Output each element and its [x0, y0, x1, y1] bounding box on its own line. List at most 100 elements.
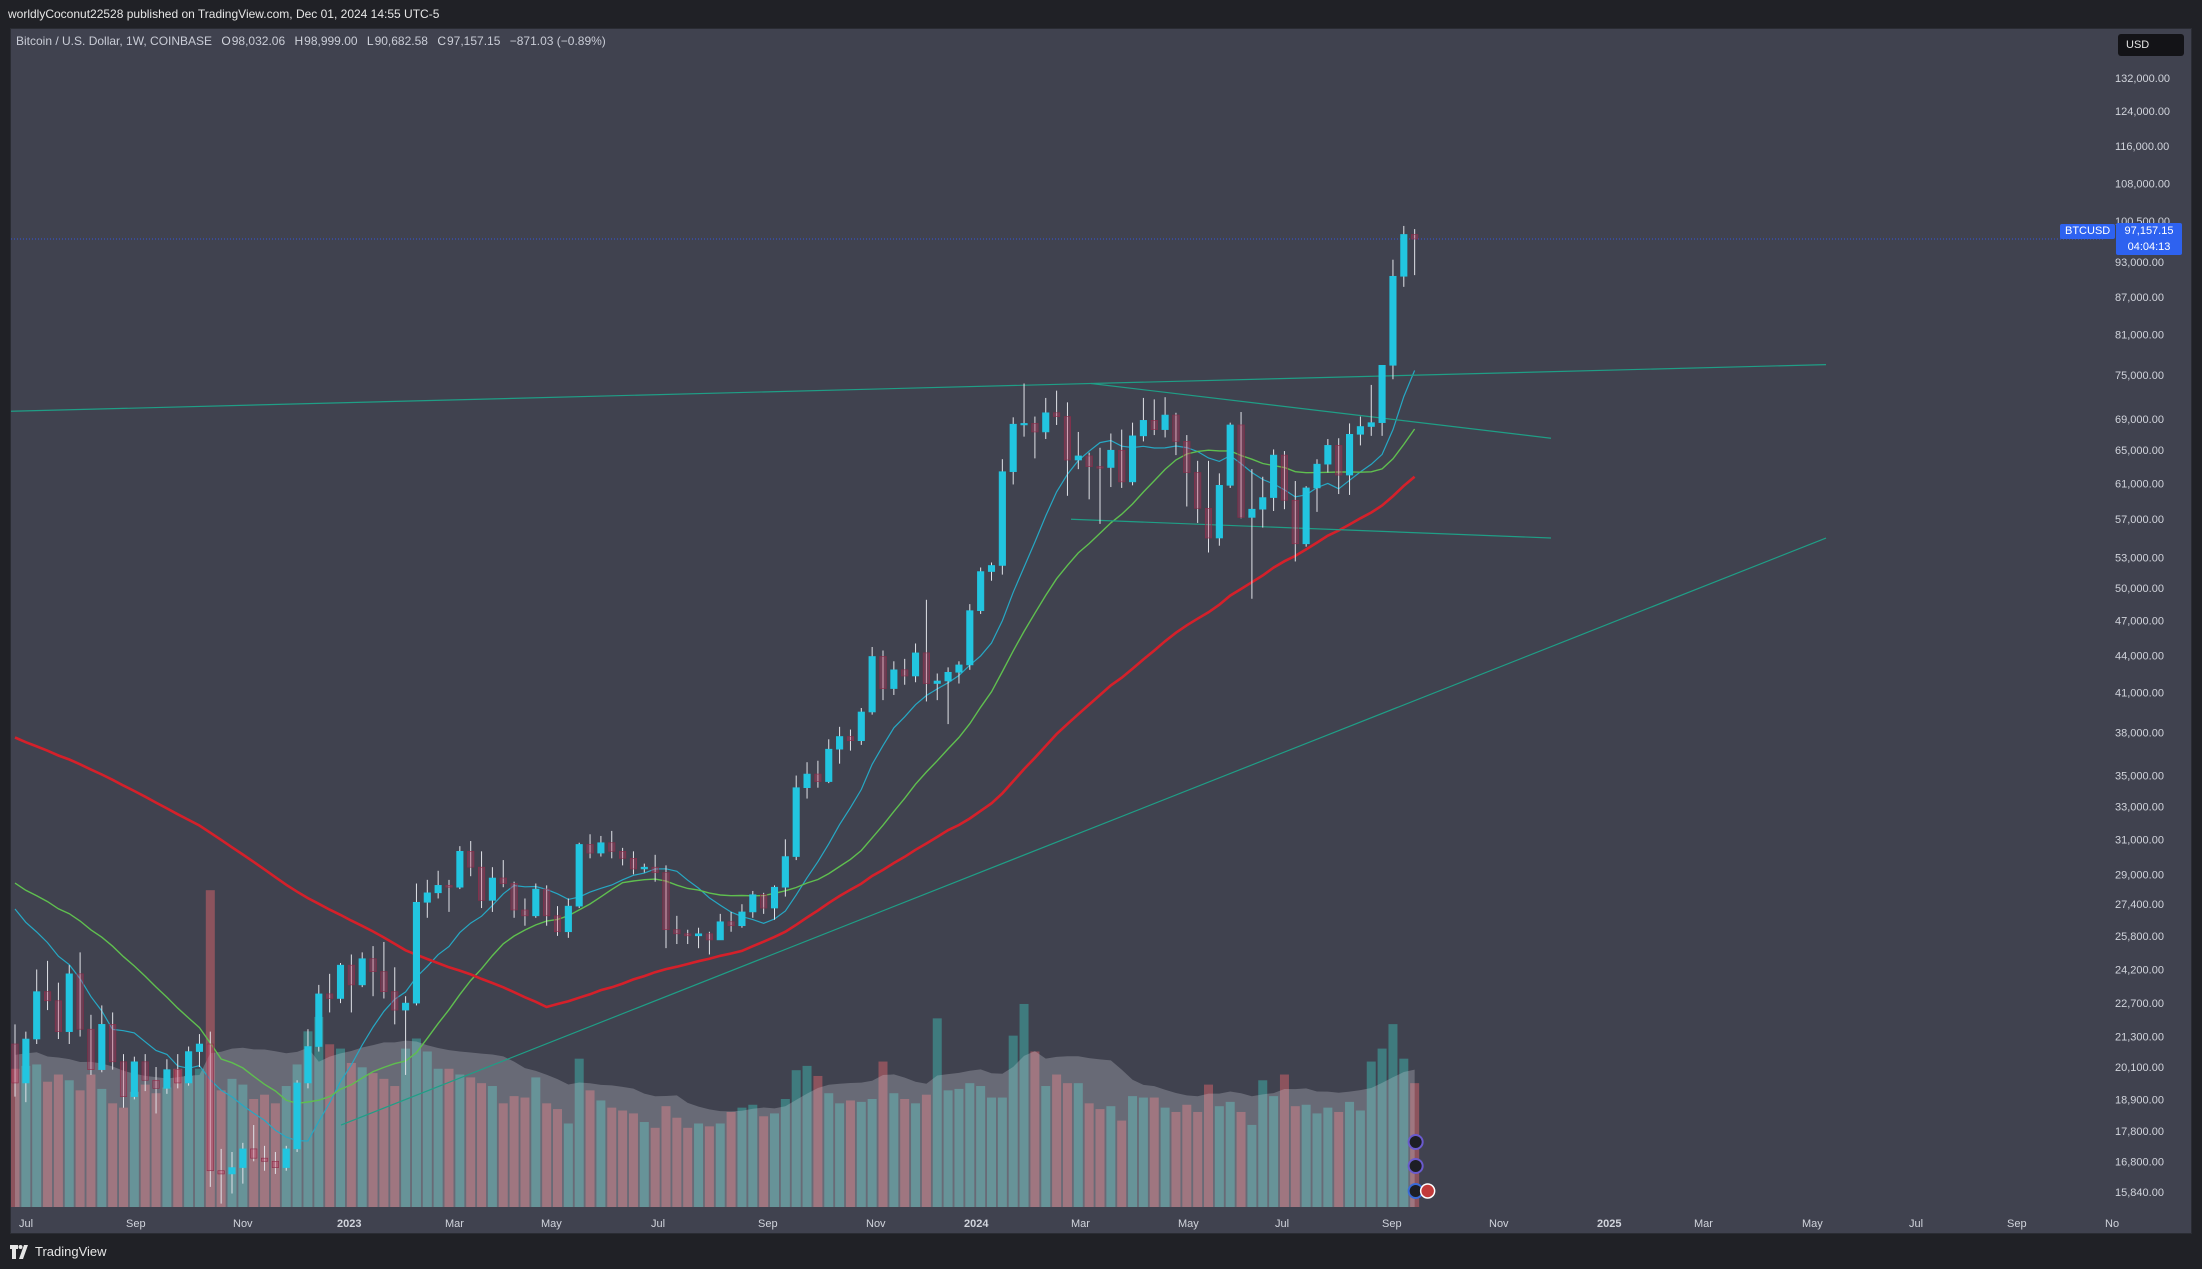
candle — [467, 841, 475, 877]
candle-body — [1161, 414, 1169, 430]
candles[interactable] — [11, 225, 1419, 1204]
volume-bar — [129, 1091, 139, 1207]
volume-bar — [1095, 1109, 1105, 1207]
price-tick-label: 47,000.00 — [2115, 616, 2164, 628]
volume-bar — [1062, 1083, 1072, 1207]
low-label: L — [366, 34, 374, 48]
candle — [1009, 417, 1017, 485]
candle-body — [185, 1051, 193, 1084]
volume-bar — [1160, 1107, 1170, 1207]
candle-body — [619, 851, 627, 859]
candle-body — [553, 915, 562, 933]
volume-bar — [856, 1101, 866, 1207]
price-axis[interactable]: 132,000.00 124,000.00 116,000.00 108,000.00… — [2107, 29, 2191, 1233]
volume-bar — [173, 1068, 183, 1207]
candle — [792, 775, 800, 861]
volume-bar — [737, 1107, 747, 1207]
candle-body — [109, 1024, 117, 1063]
candle — [781, 839, 789, 897]
price-tick-label: 124,000.00 — [2115, 106, 2170, 118]
volume-bar — [661, 1106, 671, 1207]
volume-bar — [64, 1080, 74, 1207]
candle — [586, 834, 594, 859]
volume-bar — [368, 1073, 378, 1207]
candle — [1074, 431, 1082, 470]
open-label: O — [221, 34, 231, 48]
time-tick-label: Nov — [1489, 1218, 1509, 1230]
volume-bar — [140, 1084, 150, 1207]
volume-bar — [498, 1103, 508, 1207]
candle-body — [955, 664, 963, 673]
candle-body — [477, 866, 486, 901]
candle-body — [488, 877, 496, 901]
candle — [456, 846, 464, 890]
candle-body — [781, 856, 789, 888]
time-tick-label: Mar — [1694, 1218, 1713, 1230]
candle-body — [640, 866, 648, 870]
candle — [836, 726, 844, 764]
time-tick-label: Mar — [1071, 1218, 1090, 1230]
volume-bar — [1171, 1111, 1181, 1207]
candle-body — [499, 877, 507, 884]
candle — [1324, 439, 1332, 473]
brand-name: TradingView — [35, 1244, 107, 1259]
price-tick-label: 21,300.00 — [2115, 1032, 2164, 1044]
candle — [1259, 476, 1267, 528]
currency-selector[interactable]: USD — [2118, 34, 2184, 56]
volume-bar — [466, 1077, 476, 1207]
price-tick-label: 53,000.00 — [2115, 552, 2164, 564]
time-tick-label: Jul — [651, 1218, 665, 1230]
candle-body — [911, 652, 920, 677]
volume-bar — [770, 1113, 779, 1207]
price-tick-label: 50,000.00 — [2115, 583, 2164, 595]
candle-body — [130, 1061, 138, 1097]
candle-body — [1139, 420, 1147, 437]
candle — [499, 860, 507, 888]
candle — [434, 870, 442, 899]
candle-body — [1335, 445, 1343, 476]
candle — [185, 1046, 193, 1086]
volume-bar — [889, 1093, 899, 1207]
symbol-legend: Bitcoin / U.S. Dollar, 1W, COINBASE O98,… — [16, 34, 606, 48]
candle-body — [98, 1024, 106, 1070]
candle — [857, 708, 865, 745]
tradingview-logo[interactable]: TradingView — [10, 1244, 107, 1259]
candle-body — [684, 933, 692, 937]
candle — [87, 1014, 95, 1075]
volume-bar — [433, 1068, 443, 1207]
candle-body — [1215, 485, 1223, 539]
candle — [564, 898, 572, 938]
candle — [488, 867, 496, 912]
volume-bar — [835, 1103, 845, 1207]
chart-frame[interactable]: 132,000.00 124,000.00 116,000.00 108,000.00… — [10, 28, 2192, 1234]
candle-body — [1096, 466, 1104, 469]
candle-body — [152, 1079, 160, 1089]
time-axis[interactable]: Jul Sep Nov 2023 Mar May Jul Sep Nov 2024 Mar May Ju… — [11, 1209, 2191, 1233]
candle-body — [597, 842, 605, 854]
candle-body — [43, 991, 52, 1002]
volume-bar — [227, 1078, 237, 1207]
volume-bar — [162, 1087, 172, 1207]
event-markers[interactable] — [1407, 1134, 1436, 1199]
candle — [911, 643, 920, 683]
candle — [65, 965, 73, 1045]
candle-body — [391, 991, 399, 1011]
candle-body — [1378, 364, 1386, 423]
price-tick-label: 132,000.00 — [2115, 73, 2170, 85]
volume-bar — [824, 1093, 834, 1207]
candle — [575, 842, 583, 909]
candle — [1237, 412, 1245, 519]
candle-body — [1400, 234, 1408, 277]
candle — [1270, 449, 1278, 512]
candle — [43, 960, 52, 1011]
volume-bar — [878, 1061, 888, 1207]
price-chart[interactable]: 132,000.00 124,000.00 116,000.00 108,000.00… — [11, 29, 2191, 1233]
low-value: 90,682.58 — [374, 34, 428, 48]
candle — [597, 835, 605, 857]
candle — [1411, 229, 1419, 276]
time-tick-label: Sep — [2007, 1218, 2027, 1230]
candle — [1389, 259, 1397, 380]
candle-body — [586, 844, 594, 854]
candle — [119, 1054, 128, 1108]
candle — [510, 881, 518, 918]
